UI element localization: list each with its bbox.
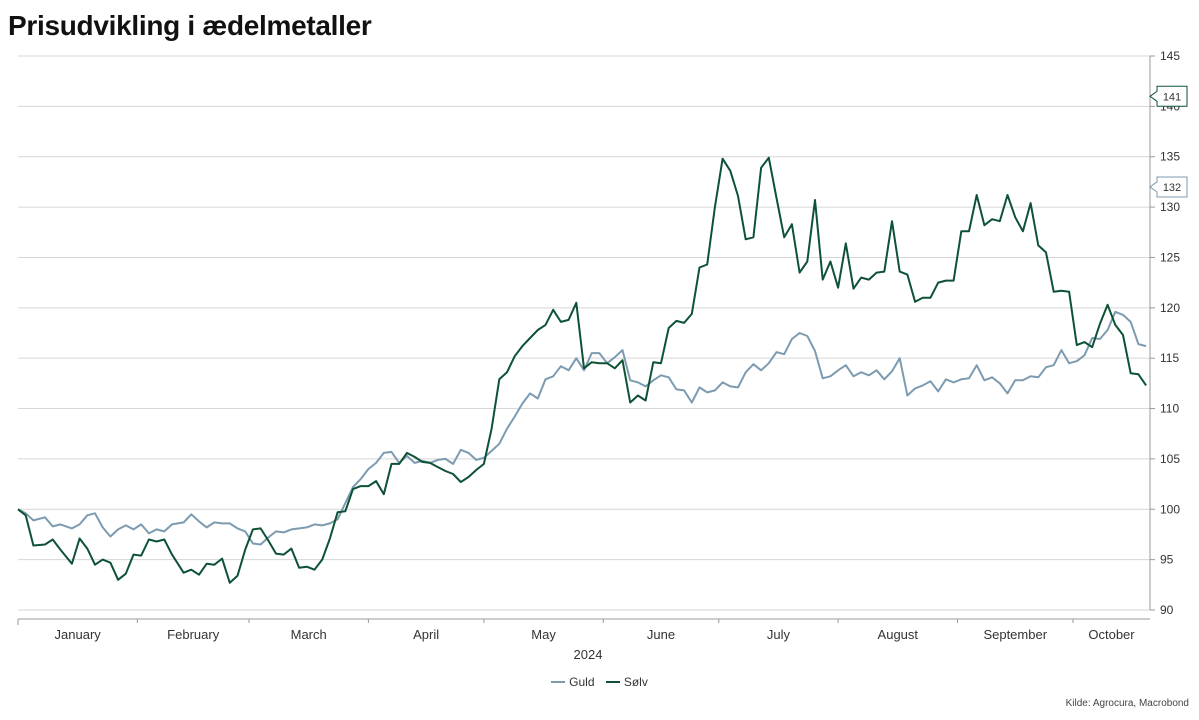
y-tick-label-135: 135: [1160, 150, 1180, 164]
axis-layer: 9095100105110115120125130135140145Januar…: [17, 49, 1180, 642]
x-tick-label-march: March: [291, 627, 327, 642]
legend-item-solv[interactable]: Sølv: [605, 675, 648, 689]
end-label-guld: 132: [1149, 176, 1188, 198]
series-line-guld: [17, 310, 1147, 546]
x-tick-label-october: October: [1088, 627, 1135, 642]
x-tick-label-may: May: [531, 627, 556, 642]
x-tick-label-june: June: [647, 627, 675, 642]
y-tick-label-125: 125: [1160, 250, 1180, 264]
end-label-text-guld: 132: [1163, 182, 1181, 194]
x-tick-label-july: July: [767, 627, 791, 642]
y-tick-label-100: 100: [1160, 502, 1180, 516]
series-layer: [17, 156, 1147, 584]
legend-item-guld[interactable]: Guld: [551, 675, 595, 689]
legend-label-solv: Sølv: [623, 675, 648, 689]
y-tick-label-115: 115: [1160, 351, 1179, 365]
y-tick-label-90: 90: [1160, 603, 1174, 617]
end-label-layer: 141 132: [1149, 85, 1188, 198]
legend-swatch-guld: [551, 681, 566, 683]
end-label-solv: 141: [1149, 85, 1188, 107]
y-tick-label-130: 130: [1160, 200, 1180, 214]
source-note: Kilde: Agrocura, Macrobond: [1065, 698, 1189, 709]
x-tick-label-september: September: [983, 627, 1047, 642]
legend-swatch-solv: [605, 681, 620, 683]
series-line-solv: [17, 156, 1147, 584]
x-axis-title: 2024: [574, 647, 603, 660]
x-tick-label-february: February: [167, 627, 220, 642]
y-tick-label-120: 120: [1160, 301, 1180, 315]
legend: Guld Sølv: [0, 672, 1199, 689]
legend-label-guld: Guld: [569, 675, 595, 689]
x-tick-label-january: January: [55, 627, 102, 642]
end-label-box-solv: [1149, 85, 1188, 107]
line-chart: 9095100105110115120125130135140145Januar…: [17, 49, 1188, 660]
end-label-text-solv: 141: [1163, 91, 1181, 103]
grid-layer: [18, 55, 1150, 611]
x-tick-label-april: April: [413, 627, 439, 642]
y-tick-label-105: 105: [1160, 452, 1180, 466]
y-tick-label-95: 95: [1160, 553, 1174, 567]
x-tick-label-august: August: [878, 627, 919, 642]
end-label-box-guld: [1149, 176, 1188, 198]
y-tick-label-110: 110: [1160, 402, 1179, 416]
chart-title: Prisudvikling i ædelmetaller: [8, 10, 372, 41]
y-tick-label-145: 145: [1160, 49, 1180, 63]
